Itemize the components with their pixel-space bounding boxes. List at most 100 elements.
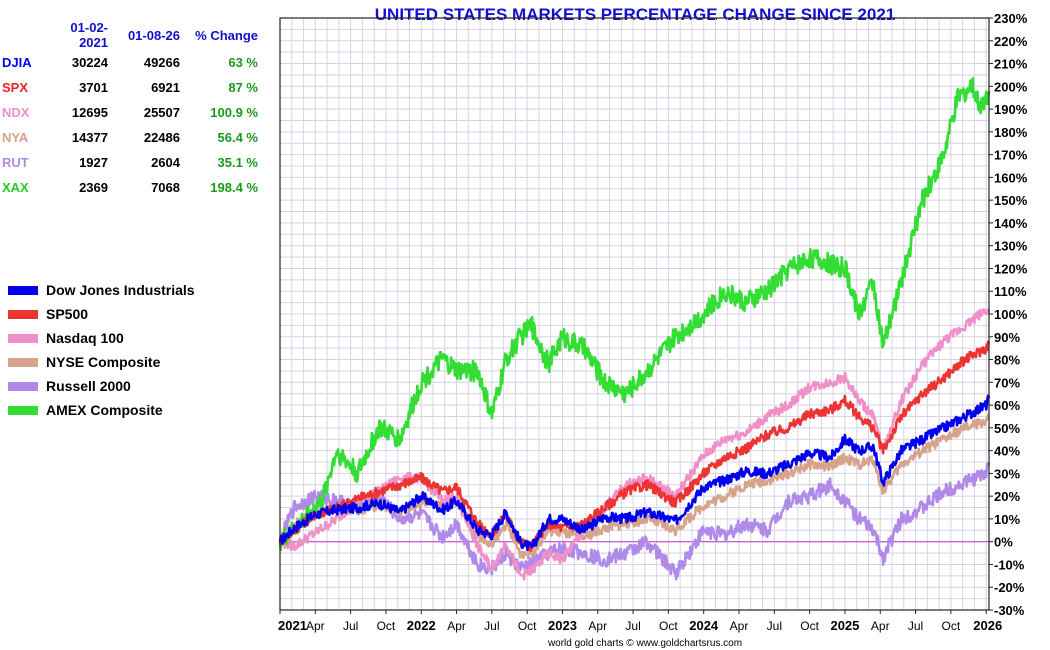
series-line xyxy=(278,340,991,553)
chart-title: UNITED STATES MARKETS PERCENTAGE CHANGE … xyxy=(375,5,895,24)
stats-header-start-date: 01-02-2021 xyxy=(70,20,108,50)
x-tick-label: Oct xyxy=(659,619,678,633)
x-tick-label: Apr xyxy=(588,619,607,633)
legend-label: SP500 xyxy=(46,306,89,322)
stats-start-value: 2369 xyxy=(79,180,108,195)
stats-end-value: 25507 xyxy=(143,105,180,120)
y-tick-label: -20% xyxy=(994,580,1025,595)
legend-swatch xyxy=(8,357,38,367)
x-tick-label: Jul xyxy=(908,619,923,633)
y-tick-label: 60% xyxy=(994,398,1020,413)
stats-row: NDX 12695 25507 100.9 % xyxy=(2,100,258,125)
stats-header-symbol xyxy=(2,20,42,50)
legend-label: NYSE Composite xyxy=(46,354,161,370)
y-tick-label: 80% xyxy=(994,353,1020,368)
stats-change-value: 56.4 % xyxy=(217,130,258,145)
series-line xyxy=(278,77,991,552)
legend-swatch xyxy=(8,381,38,391)
credit-text: world gold charts © www.goldchartsrus.co… xyxy=(547,638,742,649)
legend-label: Russell 2000 xyxy=(46,378,131,394)
stats-change-value: 63 % xyxy=(228,55,258,70)
legend-label: Nasdaq 100 xyxy=(46,330,124,346)
y-tick-label: 210% xyxy=(994,57,1028,72)
stats-change-value: 100.9 % xyxy=(210,105,258,120)
y-tick-label: 30% xyxy=(994,466,1020,481)
stats-start-value: 14377 xyxy=(71,130,108,145)
y-tick-label: 170% xyxy=(994,148,1028,163)
stats-header-end-date: 01-08-26 xyxy=(127,27,180,43)
stats-symbol: RUT xyxy=(2,155,29,170)
legend-item: NYSE Composite xyxy=(8,350,195,374)
stats-symbol: SPX xyxy=(2,80,29,95)
y-tick-label: 70% xyxy=(994,375,1020,390)
legend-item: SP500 xyxy=(8,302,195,326)
stats-start-value: 30224 xyxy=(71,55,108,70)
stats-symbol: XAX xyxy=(2,180,29,195)
y-tick-label: 50% xyxy=(994,421,1020,436)
legend-item: Nasdaq 100 xyxy=(8,326,195,350)
y-tick-label: 120% xyxy=(994,261,1028,276)
x-tick-label: 2021 xyxy=(278,618,307,633)
stats-header-change: % Change xyxy=(195,27,258,43)
y-tick-label: 140% xyxy=(994,216,1028,231)
stats-end-value: 2604 xyxy=(151,155,180,170)
legend-swatch xyxy=(8,285,38,295)
y-tick-label: 110% xyxy=(994,284,1027,299)
x-tick-label: 2022 xyxy=(407,618,436,633)
legend: Dow Jones Industrials SP500 Nasdaq 100 NYSE… xyxy=(8,278,195,422)
x-tick-label: 2025 xyxy=(830,618,859,633)
y-tick-label: 130% xyxy=(994,239,1028,254)
stats-end-value: 49266 xyxy=(143,55,180,70)
stats-start-value: 12695 xyxy=(71,105,108,120)
y-tick-label: 200% xyxy=(994,79,1028,94)
x-tick-label: Jul xyxy=(767,619,782,633)
stats-symbol: DJIA xyxy=(2,55,32,70)
y-tick-label: 160% xyxy=(994,170,1028,185)
stats-end-value: 7068 xyxy=(151,180,180,195)
x-tick-label: Apr xyxy=(730,619,749,633)
stats-row: SPX 3701 6921 87 % xyxy=(2,75,258,100)
x-tick-label: Oct xyxy=(800,619,819,633)
stats-end-value: 6921 xyxy=(151,80,180,95)
stats-row: NYA 14377 22486 56.4 % xyxy=(2,125,258,150)
series-layer xyxy=(278,77,991,581)
y-tick-label: 150% xyxy=(994,193,1028,208)
y-tick-label: 220% xyxy=(994,34,1028,49)
y-tick-label: 180% xyxy=(994,125,1028,140)
y-tick-label: 100% xyxy=(994,307,1028,322)
y-tick-label: 0% xyxy=(994,535,1013,550)
stats-end-value: 22486 xyxy=(143,130,180,145)
y-tick-label: 20% xyxy=(994,489,1020,504)
y-tick-label: 90% xyxy=(994,330,1020,345)
y-tick-label: 10% xyxy=(994,512,1020,527)
stats-body: DJIA 30224 49266 63 % SPX 3701 6921 87 % NDX 1269… xyxy=(2,50,258,200)
stats-symbol: NYA xyxy=(2,130,29,145)
stats-start-value: 3701 xyxy=(79,80,108,95)
y-tick-label: 230% xyxy=(994,11,1028,26)
series-line xyxy=(278,394,991,552)
x-tick-label: 2026 xyxy=(973,618,1002,633)
legend-item: Dow Jones Industrials xyxy=(8,278,195,302)
series-line xyxy=(278,461,991,581)
x-tick-label: Jul xyxy=(343,619,358,633)
legend-label: AMEX Composite xyxy=(46,402,163,418)
stats-change-value: 198.4 % xyxy=(210,180,258,195)
x-axis-ticks: 2021 Apr Jul Oct 2022 Apr Jul Oct 2023 Apr Jul Oct 2… xyxy=(278,610,1002,633)
x-tick-label: Apr xyxy=(871,619,890,633)
x-tick-label: 2023 xyxy=(548,618,577,633)
y-tick-label: -10% xyxy=(994,557,1025,572)
x-tick-label: Oct xyxy=(942,619,961,633)
series-line xyxy=(278,308,991,581)
stats-change-value: 35.1 % xyxy=(217,155,258,170)
y-axis-ticks: 230% 220% 210% 200% 190% 180% 170% 160% 150% 140%… xyxy=(989,11,1028,618)
x-tick-label: 2024 xyxy=(689,618,719,633)
legend-item: Russell 2000 xyxy=(8,374,195,398)
x-tick-label: Apr xyxy=(306,619,325,633)
y-tick-label: 40% xyxy=(994,444,1020,459)
x-tick-label: Jul xyxy=(625,619,640,633)
stats-row: RUT 1927 2604 35.1 % xyxy=(2,150,258,175)
x-tick-label: Apr xyxy=(447,619,466,633)
x-tick-label: Oct xyxy=(377,619,396,633)
y-tick-label: 190% xyxy=(994,102,1028,117)
